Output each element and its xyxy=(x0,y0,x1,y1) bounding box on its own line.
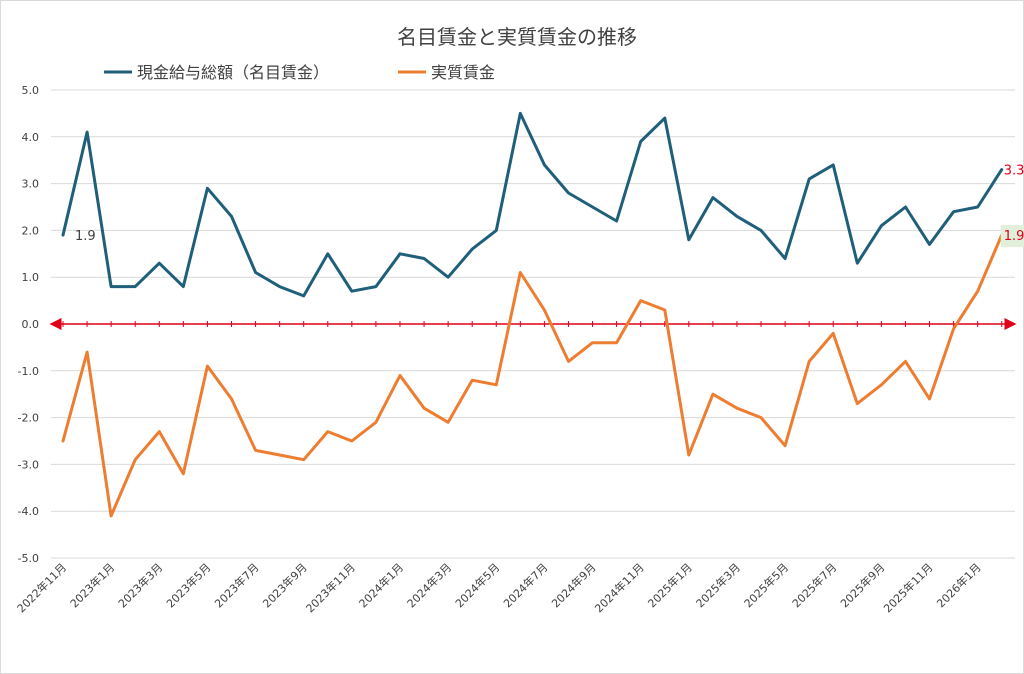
zero-axis xyxy=(49,318,1017,330)
data-annotations: 1.9 3.3 1.9 xyxy=(75,164,1024,248)
series-line-nominal xyxy=(61,111,1004,298)
annotation-highlight xyxy=(1000,225,1024,248)
y-tick-label: -3.0 xyxy=(18,458,39,471)
y-tick-label: -5.0 xyxy=(18,552,39,565)
series-line-real xyxy=(61,233,1004,518)
y-tick-label: 3.0 xyxy=(22,178,40,191)
chart-title: 名目賃金と実質賃金の推移 xyxy=(397,25,637,49)
legend-label-nominal: 現金給与総額（名目賃金） xyxy=(137,63,329,82)
y-tick-label: 4.0 xyxy=(22,131,40,144)
y-tick-label: 2.0 xyxy=(22,224,40,237)
y-tick-label: -2.0 xyxy=(18,412,39,425)
y-tick-label: -4.0 xyxy=(18,505,39,518)
data-label: 1.9 xyxy=(75,229,96,244)
y-axis: 5.0 4.0 3.0 2.0 1.0 0.0 -1.0 -2.0 -3.0 -4.0 -5.0 xyxy=(18,84,39,565)
data-label: 3.3 xyxy=(1004,164,1024,179)
data-label: 1.9 xyxy=(1004,229,1024,244)
y-tick-label: -1.0 xyxy=(18,365,39,378)
y-tick-label: 0.0 xyxy=(22,318,40,331)
y-tick-label: 1.0 xyxy=(22,271,40,284)
series-lines xyxy=(61,111,1004,518)
y-tick-label: 5.0 xyxy=(22,84,40,97)
legend-label-real: 実質賃金 xyxy=(431,63,495,82)
gridlines xyxy=(51,89,1015,559)
legend: 現金給与総額（名目賃金） 実質賃金 xyxy=(104,63,495,82)
